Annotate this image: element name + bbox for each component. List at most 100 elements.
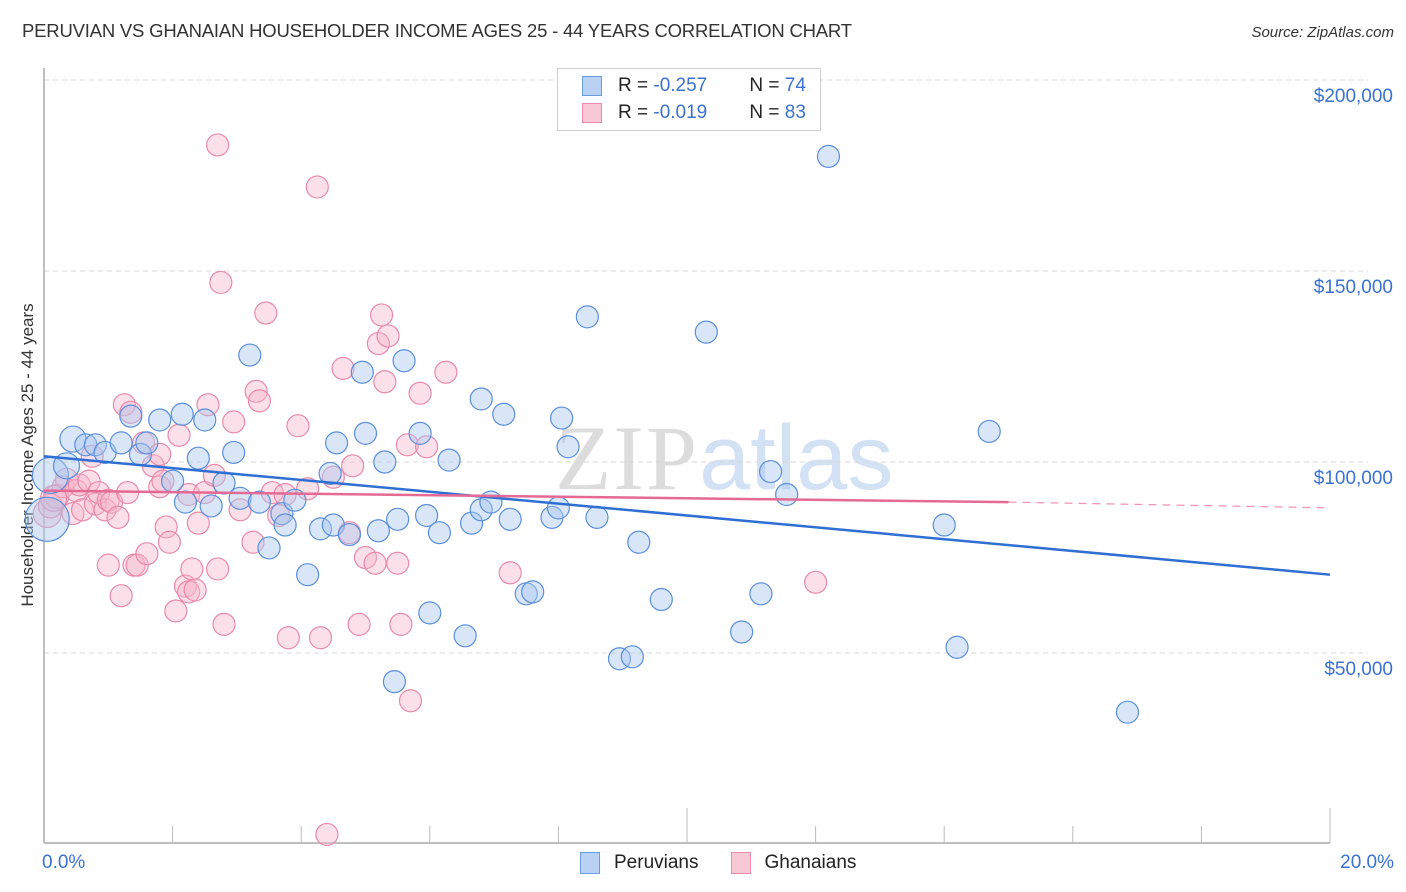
data-point[interactable] bbox=[170, 402, 194, 426]
data-point[interactable] bbox=[135, 542, 159, 566]
data-point[interactable] bbox=[119, 404, 143, 428]
data-point[interactable] bbox=[521, 580, 545, 604]
data-point[interactable] bbox=[24, 496, 70, 542]
data-point[interactable] bbox=[627, 530, 651, 554]
data-point[interactable] bbox=[61, 501, 85, 526]
data-point[interactable] bbox=[212, 612, 236, 636]
data-point[interactable] bbox=[353, 421, 378, 445]
data-point[interactable] bbox=[109, 584, 133, 608]
data-point[interactable] bbox=[386, 507, 410, 531]
data-point[interactable] bbox=[196, 393, 220, 417]
data-point[interactable] bbox=[106, 505, 130, 529]
data-point[interactable] bbox=[96, 553, 120, 577]
data-point[interactable] bbox=[347, 612, 371, 636]
data-point[interactable] bbox=[816, 144, 841, 168]
data-point[interactable] bbox=[315, 822, 339, 847]
data-point[interactable] bbox=[257, 536, 281, 560]
data-point[interactable] bbox=[427, 521, 452, 545]
data-point[interactable] bbox=[382, 670, 407, 694]
data-point[interactable] bbox=[469, 498, 493, 522]
data-point[interactable] bbox=[286, 414, 310, 438]
data-point[interactable] bbox=[244, 379, 268, 403]
data-point[interactable] bbox=[453, 624, 477, 648]
data-point[interactable] bbox=[209, 270, 233, 295]
data-point[interactable] bbox=[932, 513, 956, 537]
data-point[interactable] bbox=[305, 175, 329, 199]
data-point[interactable] bbox=[331, 356, 355, 381]
data-point[interactable] bbox=[341, 454, 365, 478]
data-point[interactable] bbox=[376, 324, 400, 348]
data-point[interactable] bbox=[363, 551, 387, 575]
data-point[interactable] bbox=[276, 626, 300, 650]
data-point[interactable] bbox=[186, 446, 210, 470]
data-point[interactable] bbox=[730, 620, 754, 644]
data-point[interactable] bbox=[418, 601, 442, 625]
data-point[interactable] bbox=[247, 490, 272, 514]
data-point[interactable] bbox=[366, 519, 390, 543]
data-point[interactable] bbox=[206, 133, 230, 157]
data-point[interactable] bbox=[296, 563, 320, 587]
data-point[interactable] bbox=[148, 442, 172, 466]
data-point[interactable] bbox=[1115, 700, 1140, 724]
data-point[interactable] bbox=[373, 450, 397, 474]
data-point[interactable] bbox=[308, 626, 333, 650]
data-point[interactable] bbox=[135, 431, 159, 455]
data-point[interactable] bbox=[157, 530, 181, 554]
data-point[interactable] bbox=[775, 482, 799, 507]
data-point[interactable] bbox=[273, 513, 297, 537]
data-point[interactable] bbox=[337, 522, 362, 547]
legend-item-peruvians[interactable]: Peruvians bbox=[580, 852, 699, 874]
data-point[interactable] bbox=[758, 459, 783, 484]
data-point[interactable] bbox=[366, 331, 390, 356]
data-point[interactable] bbox=[585, 505, 609, 529]
data-point[interactable] bbox=[199, 494, 223, 518]
data-point[interactable] bbox=[193, 408, 217, 432]
data-point[interactable] bbox=[324, 431, 349, 455]
data-point[interactable] bbox=[803, 570, 828, 594]
data-point[interactable] bbox=[398, 689, 423, 713]
data-point[interactable] bbox=[414, 435, 439, 459]
data-point[interactable] bbox=[247, 389, 272, 413]
data-point[interactable] bbox=[206, 557, 230, 581]
data-point[interactable] bbox=[308, 517, 333, 541]
data-point[interactable] bbox=[254, 301, 278, 325]
data-point[interactable] bbox=[392, 349, 416, 373]
data-point[interactable] bbox=[492, 402, 516, 426]
data-point[interactable] bbox=[238, 343, 262, 367]
data-point[interactable] bbox=[414, 503, 439, 528]
data-point[interactable] bbox=[222, 410, 246, 434]
data-point[interactable] bbox=[945, 635, 969, 659]
data-point[interactable] bbox=[386, 551, 410, 575]
data-point[interactable] bbox=[437, 448, 461, 472]
data-point[interactable] bbox=[167, 423, 191, 447]
data-point[interactable] bbox=[93, 498, 117, 522]
data-point[interactable] bbox=[395, 433, 419, 457]
data-point[interactable] bbox=[180, 557, 204, 581]
data-point[interactable] bbox=[148, 408, 172, 432]
data-point[interactable] bbox=[649, 587, 673, 612]
data-point[interactable] bbox=[109, 431, 133, 455]
data-point[interactable] bbox=[112, 393, 136, 417]
data-point[interactable] bbox=[459, 511, 484, 535]
legend-item-ghanaians[interactable]: Ghanaians bbox=[730, 852, 856, 874]
data-point[interactable] bbox=[369, 303, 394, 327]
data-point[interactable] bbox=[228, 486, 252, 510]
data-point[interactable] bbox=[550, 406, 574, 430]
data-point[interactable] bbox=[977, 419, 1001, 444]
data-point[interactable] bbox=[434, 360, 458, 384]
data-point[interactable] bbox=[556, 435, 580, 459]
data-point[interactable] bbox=[350, 360, 374, 384]
data-point[interactable] bbox=[620, 645, 644, 669]
data-point[interactable] bbox=[202, 463, 226, 487]
data-point[interactable] bbox=[408, 381, 432, 405]
data-point[interactable] bbox=[173, 490, 198, 514]
data-point[interactable] bbox=[32, 498, 62, 529]
data-point[interactable] bbox=[408, 421, 432, 445]
data-point[interactable] bbox=[389, 612, 413, 636]
data-point[interactable] bbox=[186, 511, 210, 535]
data-point[interactable] bbox=[546, 496, 571, 520]
data-point[interactable] bbox=[222, 440, 246, 465]
data-point[interactable] bbox=[749, 582, 773, 606]
data-point[interactable] bbox=[318, 461, 342, 486]
data-point[interactable] bbox=[479, 490, 503, 514]
